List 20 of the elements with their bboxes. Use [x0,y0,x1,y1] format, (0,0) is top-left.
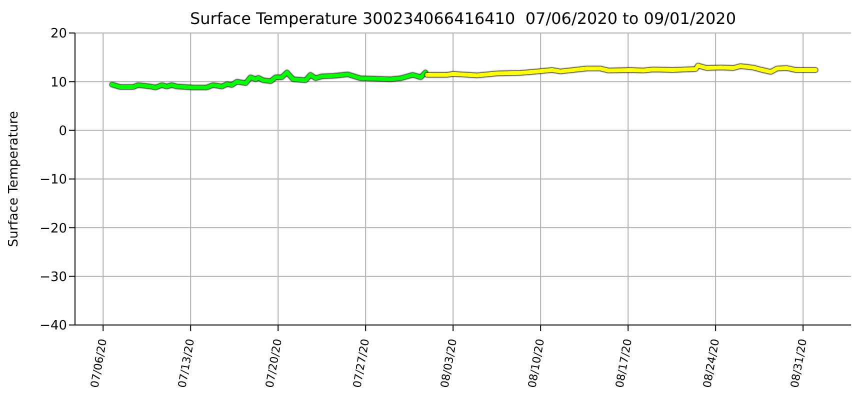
x-tick-label: 08/03/20 [438,338,460,389]
line-series [425,64,818,78]
y-tick-label: −20 [40,221,67,236]
x-tick-label: 07/06/20 [88,338,110,389]
y-axis-title: Surface Temperature [6,110,22,248]
y-tick-label: −10 [40,172,67,188]
y-tick-label: 0 [58,124,67,139]
chart-title: Surface Temperature 300234066416410 07/06/2020 to 09/01/2020 [188,8,737,30]
x-tick-label: 08/24/20 [700,338,722,389]
x-tick-label: 08/17/20 [613,338,634,389]
x-tick-label: 07/20/20 [263,338,285,389]
y-tick-label: 10 [50,75,67,90]
y-tick-label: −30 [40,270,67,285]
x-tick-label: 07/13/20 [176,338,198,389]
x-tick-label: 08/10/20 [526,338,547,389]
x-tick-label: 07/27/20 [350,338,372,389]
y-tick-label: −40 [40,318,67,334]
x-tick-label: 08/31/20 [788,338,810,389]
line-series [110,70,428,90]
y-tick-label: 20 [50,26,67,42]
